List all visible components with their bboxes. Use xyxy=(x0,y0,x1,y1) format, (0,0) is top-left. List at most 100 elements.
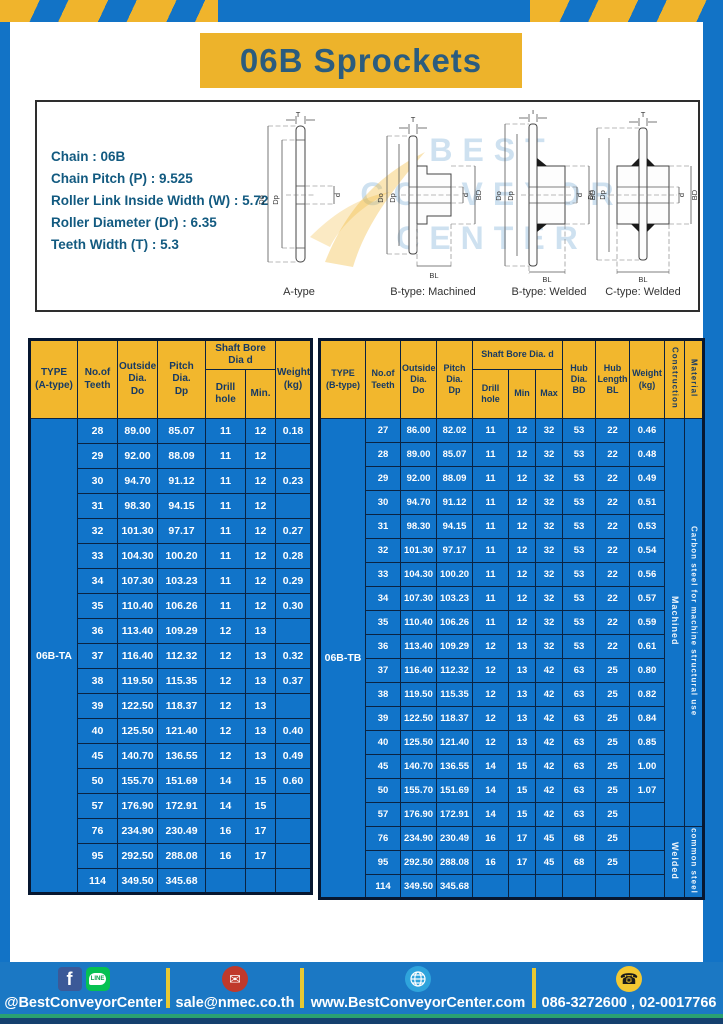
top-decorative-band xyxy=(0,0,723,22)
table-cell: 94.70 xyxy=(117,468,158,494)
table-cell: 22 xyxy=(595,610,630,635)
table-row: 30 94.70 91.12 11 12 32 53 22 0.51 xyxy=(320,490,704,515)
globe-icon xyxy=(405,966,431,992)
table-cell: 57 xyxy=(77,793,118,819)
table-cell: 89.00 xyxy=(117,418,158,444)
table-cell: 29 xyxy=(365,466,401,491)
table-cell: 15 xyxy=(508,754,536,779)
table-cell: 0.49 xyxy=(275,743,313,769)
table-cell: 33 xyxy=(77,543,118,569)
svg-text:Dp: Dp xyxy=(271,195,280,205)
table-cell xyxy=(629,850,665,875)
table-cell xyxy=(629,826,665,851)
phone-numbers: 086-3272600 , 02-0017766 xyxy=(541,995,717,1011)
table-cell: 25 xyxy=(595,658,630,683)
table-cell: 27 xyxy=(365,418,401,443)
table-cell: 53 xyxy=(562,562,596,587)
table-row: 31 98.30 94.15 11 12 xyxy=(30,493,313,519)
caption-a-type: A-type xyxy=(283,286,315,298)
table-cell: 16 xyxy=(472,826,509,851)
table-cell: 12 xyxy=(205,643,246,669)
facebook-icon: f xyxy=(57,967,82,991)
table-cell: 11 xyxy=(472,466,509,491)
table-cell: 0.85 xyxy=(629,730,665,755)
table-cell xyxy=(275,443,313,469)
table-row: 57 176.90 172.91 14 15 42 63 25 xyxy=(320,802,704,827)
bottom-teal-strip xyxy=(0,1014,723,1018)
table-cell: 12 xyxy=(508,586,536,611)
table-row: 40 125.50 121.40 12 13 0.40 xyxy=(30,718,313,744)
table-cell: 13 xyxy=(244,643,277,669)
phone-icon: ☎ xyxy=(616,966,642,992)
table-cell: 32 xyxy=(535,490,563,515)
table-cell: 151.69 xyxy=(436,778,473,803)
table-cell xyxy=(629,874,665,899)
table-cell: 50 xyxy=(77,768,118,794)
col-header-drill-b: Drill hole xyxy=(472,369,509,419)
type-group-label-b-label: 06B-TB xyxy=(324,652,362,664)
table-cell: 140.70 xyxy=(400,754,437,779)
table-cell xyxy=(205,868,246,894)
table-cell: 119.50 xyxy=(117,668,158,694)
table-cell: 53 xyxy=(562,610,596,635)
table-cell: 12 xyxy=(508,466,536,491)
table-cell: 16 xyxy=(205,818,246,844)
col-header-material-b: Material xyxy=(684,339,704,419)
type-group-label-a-label: 06B-TA xyxy=(36,649,72,662)
table-cell: 25 xyxy=(595,730,630,755)
table-cell: 0.46 xyxy=(629,418,665,443)
table-row: 33 104.30 100.20 11 12 32 53 22 0.56 xyxy=(320,562,704,587)
table-cell: 13 xyxy=(244,718,277,744)
table-row: 50 155.70 151.69 14 15 42 63 25 1.07 xyxy=(320,778,704,803)
table-cell: 172.91 xyxy=(436,802,473,827)
table-cell: 25 xyxy=(595,826,630,851)
table-cell: 121.40 xyxy=(157,718,206,744)
table-cell: 0.57 xyxy=(629,586,665,611)
table-row: 33 104.30 100.20 11 12 0.28 xyxy=(30,543,313,569)
table-cell xyxy=(275,868,313,894)
col-header-pitch-a: Pitch Dia. Dp xyxy=(157,339,206,419)
table-cell: 0.80 xyxy=(629,658,665,683)
table-cell: 100.20 xyxy=(157,543,206,569)
table-cell: 0.60 xyxy=(275,768,313,794)
table-cell: 53 xyxy=(562,466,596,491)
table-cell: 13 xyxy=(508,634,536,659)
caption-c-type-welded: C-type: Welded xyxy=(605,286,681,298)
table-cell: 16 xyxy=(472,850,509,875)
table-cell: 39 xyxy=(365,706,401,731)
table-cell: 15 xyxy=(244,793,277,819)
table-cell: 292.50 xyxy=(117,843,158,869)
table-row: 45 140.70 136.55 14 15 42 63 25 1.00 xyxy=(320,754,704,779)
table-cell: 32 xyxy=(535,610,563,635)
b-type-machined-diagram: T Do Dp d BD BL xyxy=(376,115,483,280)
table-cell: 234.90 xyxy=(117,818,158,844)
material-value-common-steel: common steel xyxy=(684,826,704,899)
table-cell: 11 xyxy=(205,543,246,569)
material-header-label: Material xyxy=(689,358,699,397)
table-cell: 109.29 xyxy=(157,618,206,644)
table-cell: 98.30 xyxy=(117,493,158,519)
table-cell: 17 xyxy=(508,850,536,875)
page-title: 06B Sprockets xyxy=(200,33,522,88)
table-cell: 115.35 xyxy=(436,682,473,707)
svg-text:BD: BD xyxy=(588,189,597,200)
table-cell: 103.23 xyxy=(157,568,206,594)
table-cell: 32 xyxy=(535,418,563,443)
table-cell: 12 xyxy=(508,538,536,563)
table-cell: 349.50 xyxy=(400,874,437,899)
table-cell: 42 xyxy=(535,730,563,755)
type-group-label-a: 06B-TA xyxy=(29,418,78,894)
table-cell: 11 xyxy=(205,418,246,444)
table-cell: 63 xyxy=(562,682,596,707)
table-row: 40 125.50 121.40 12 13 42 63 25 0.85 xyxy=(320,730,704,755)
table-cell: 38 xyxy=(365,682,401,707)
table-cell: 119.50 xyxy=(400,682,437,707)
table-cell: 22 xyxy=(595,634,630,659)
a-type-table-body: 06B-TA 28 89.00 85.07 11 12 0.18 29 92.00 88.09 11… xyxy=(29,418,313,894)
table-cell: 1.00 xyxy=(629,754,665,779)
table-cell: 42 xyxy=(535,778,563,803)
table-cell: 100.20 xyxy=(436,562,473,587)
table-cell: 176.90 xyxy=(117,793,158,819)
table-cell: 114 xyxy=(365,874,401,899)
table-cell: 349.50 xyxy=(117,868,158,894)
